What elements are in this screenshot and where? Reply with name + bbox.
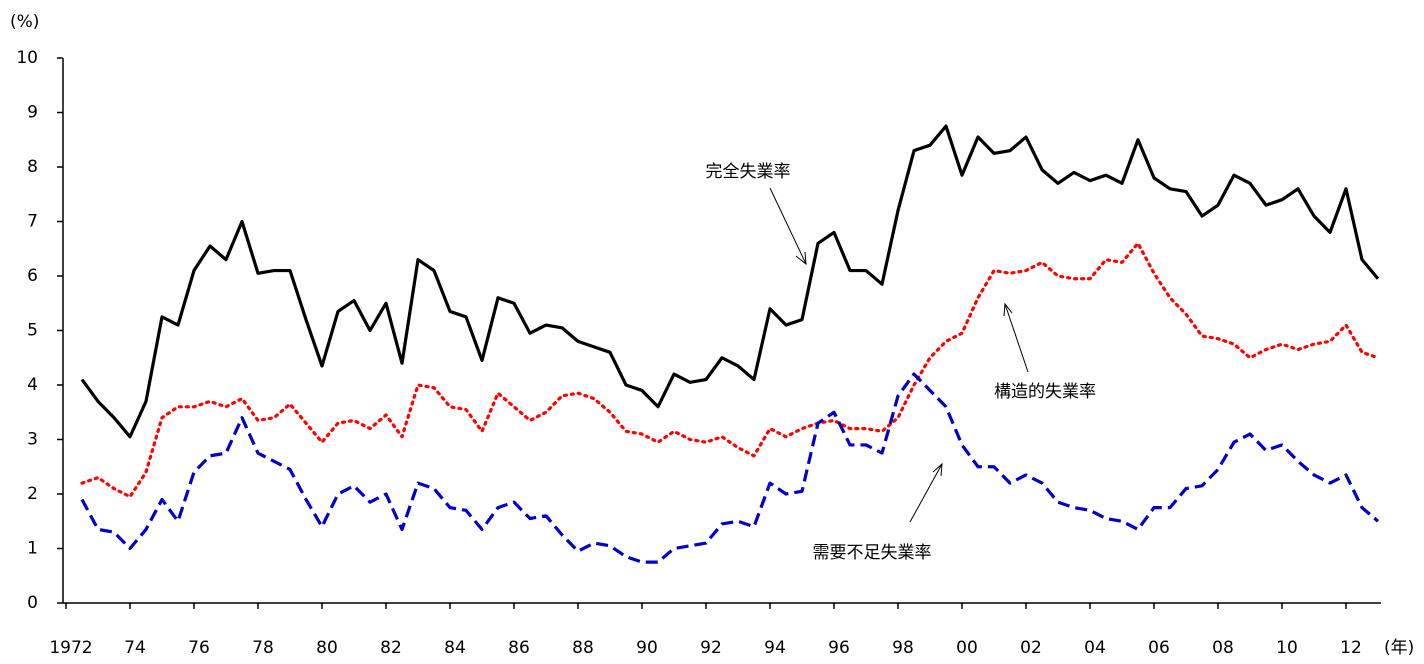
x-tick-label: 98 [892,638,914,658]
y-tick-label: 9 [27,103,38,123]
x-tick-label: 06 [1148,638,1170,658]
x-tick-label: 88 [572,638,594,658]
x-tick-label: 90 [636,638,658,658]
x-tick-label: 10 [1276,638,1298,658]
x-tick-label: 76 [188,638,210,658]
y-unit: (%) [10,12,39,32]
y-tick-label: 8 [27,157,38,177]
x-tick-label: 80 [316,638,338,658]
y-tick-label: 6 [27,266,38,286]
y-tick-label: 4 [27,375,38,395]
x-tick-label: 08 [1212,638,1234,658]
y-tick-label: 1 [27,539,38,559]
series-annotation: 完全失業率 [706,162,791,182]
x-tick-label: 78 [252,638,274,658]
y-tick-label: 0 [27,593,38,613]
x-tick-label: 00 [956,638,978,658]
x-tick-label: 12 [1340,638,1362,658]
y-tick-label: 10 [16,48,38,68]
series-line [80,372,1380,564]
annotation-arrow [909,463,943,523]
series-annotation: 構造的失業率 [994,382,1096,402]
x-tick-label: 1972 [49,638,92,658]
x-tick-label: 04 [1084,638,1106,658]
x-tick-label: 86 [508,638,530,658]
x-unit: (年) [1384,638,1414,658]
x-tick-label: 02 [1020,638,1042,658]
x-tick-label: 92 [700,638,722,658]
annotation-arrow [1004,303,1029,373]
series-annotation: 需要不足失業率 [813,543,932,563]
y-tick-label: 2 [27,484,38,504]
series-line [80,124,1380,439]
annotation-arrow [769,187,807,265]
series-line [80,241,1380,499]
arrow-head [795,251,807,266]
y-tick-label: 3 [27,430,38,450]
y-tick-label: 7 [27,212,38,232]
arrow-head [932,462,943,477]
x-tick-label: 82 [380,638,402,658]
y-tick-label: 5 [27,321,38,341]
x-tick-label: 74 [124,638,146,658]
x-tick-label: 94 [764,638,786,658]
x-tick-label: 96 [828,638,850,658]
x-tick-label: 84 [444,638,466,658]
arrow-head [1003,302,1013,317]
